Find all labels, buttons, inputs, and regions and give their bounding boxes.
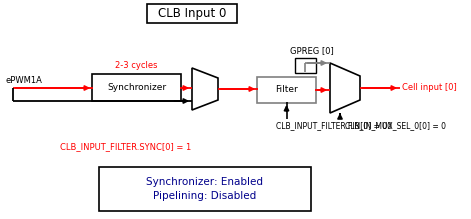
Polygon shape	[192, 68, 218, 110]
FancyBboxPatch shape	[99, 167, 311, 211]
Text: Pipelining: Disabled: Pipelining: Disabled	[154, 191, 257, 201]
FancyBboxPatch shape	[294, 58, 316, 72]
Text: Filter: Filter	[275, 85, 298, 95]
Text: GPREG [0]: GPREG [0]	[290, 46, 334, 55]
Text: CLB_INPUT_FILTER.FIN[0] = 00: CLB_INPUT_FILTER.FIN[0] = 00	[276, 121, 392, 130]
Text: Synchronizer: Enabled: Synchronizer: Enabled	[146, 177, 263, 187]
FancyBboxPatch shape	[147, 4, 237, 23]
FancyBboxPatch shape	[92, 74, 181, 101]
Text: ePWM1A: ePWM1A	[5, 76, 42, 85]
Text: Synchronizer: Synchronizer	[107, 83, 166, 92]
FancyBboxPatch shape	[257, 77, 316, 103]
Text: CLB_INPUT_FILTER.SYNC[0] = 1: CLB_INPUT_FILTER.SYNC[0] = 1	[60, 142, 191, 151]
Polygon shape	[330, 63, 360, 113]
Text: 2-3 cycles: 2-3 cycles	[115, 61, 158, 70]
Text: Cell input [0]: Cell input [0]	[402, 83, 457, 92]
Text: CLB_IN_MUX_SEL_0[0] = 0: CLB_IN_MUX_SEL_0[0] = 0	[345, 121, 446, 130]
Text: CLB Input 0: CLB Input 0	[158, 7, 226, 20]
